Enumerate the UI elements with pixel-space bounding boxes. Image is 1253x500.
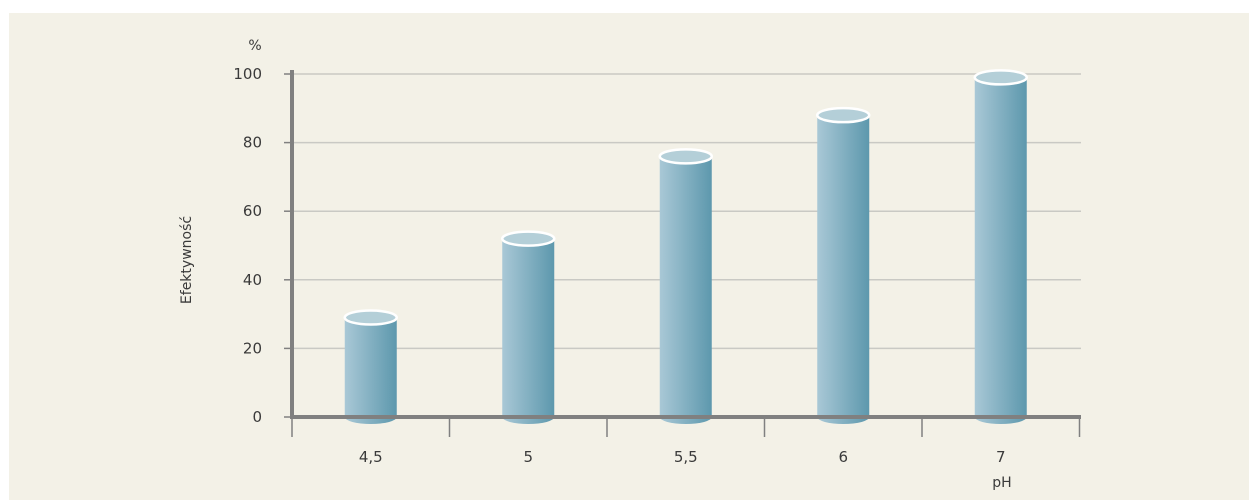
y-tick-label: 40 [243,271,262,289]
x-tick-label: 5 [523,448,533,466]
bar [501,230,556,424]
chart-panel: 0 20 40 60 80 100 4,5 5 5,5 6 7 % Efektywność pH [9,13,1249,500]
x-tick-label: 6 [838,448,848,466]
bar [816,106,871,424]
y-axis-title: Efektywność [179,216,195,304]
y-tick-label: 0 [252,408,262,426]
bar-body [344,317,397,424]
bar-chart: 0 20 40 60 80 100 4,5 5 5,5 6 7 % Efektywność pH [179,38,1081,491]
y-tick-label: 60 [243,202,262,220]
bar-body [974,77,1027,425]
bar-top [816,106,871,124]
bar-body [502,238,555,424]
axes [284,70,1081,437]
x-tick-label: 7 [996,448,1006,466]
bar-top [343,309,398,326]
bar-top [658,148,713,165]
bar-top [973,69,1028,86]
y-unit-label: % [248,38,261,54]
bars [343,69,1028,425]
y-tick-label: 20 [243,339,262,357]
bar [658,148,713,424]
x-axis-title: pH [992,475,1011,491]
y-tick-label: 80 [243,134,262,152]
y-tick-label: 100 [233,65,262,83]
bar [973,69,1028,425]
bar [343,309,398,424]
bar-body [659,156,712,424]
bar-body [817,115,870,424]
x-tick-label: 5,5 [674,448,698,466]
axis-labels: 0 20 40 60 80 100 4,5 5 5,5 6 7 [233,65,1005,466]
bar-top [501,230,556,247]
x-tick-label: 4,5 [359,448,383,466]
